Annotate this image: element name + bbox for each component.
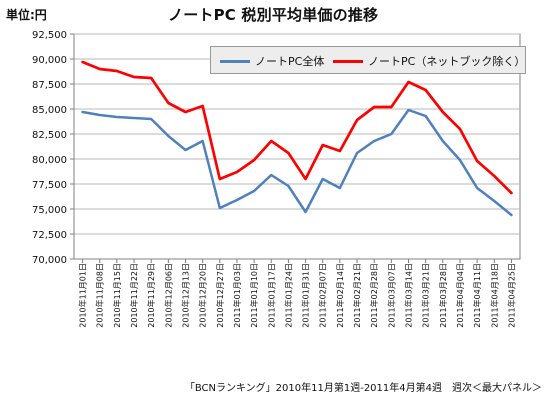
y-axis-tick-label-2: 75,000: [32, 205, 67, 216]
x-axis-tick-label-2: 2010年11月15日: [112, 263, 122, 328]
source-note: 「BCNランキング」2010年11月第1週-2011年4月第4週 週次＜最大パネ…: [184, 383, 542, 394]
x-axis-tick-label-9: 2011年01月03日: [232, 263, 242, 328]
x-axis-tick-label-18: 2011年03月07日: [386, 263, 396, 328]
x-axis-tick-label-11: 2011年01月17日: [266, 263, 276, 328]
y-axis-tick-label-5: 82,500: [32, 130, 67, 141]
legend-item-overall: ノートPC全体: [220, 54, 324, 68]
legend-label-overall: ノートPC全体: [255, 55, 325, 68]
y-axis-unit-label: 単位:円: [6, 8, 47, 22]
x-axis-tick-label-7: 2010年12月20日: [198, 263, 208, 328]
legend: ノートPC全体 ノートPC（ネットブック除く）: [210, 46, 526, 74]
x-axis-tick-label-15: 2011年02月14日: [335, 263, 345, 328]
x-axis-tick-label-24: 2011年04月18日: [489, 263, 499, 328]
x-axis-tick-label-19: 2011年03月14日: [404, 263, 414, 328]
legend-swatch-overall: [220, 59, 250, 63]
y-axis-tick-label-6: 85,000: [32, 105, 67, 116]
x-axis-tick-label-4: 2010年11月29日: [146, 263, 156, 328]
x-axis-tick-label-1: 2010年11月08日: [95, 263, 105, 328]
x-axis-tick-label-12: 2011年01月24日: [283, 263, 293, 328]
legend-item-excluding-netbooks: ノートPC（ネットブック除く）: [333, 54, 525, 68]
x-axis-tick-label-8: 2010年12月27日: [215, 263, 225, 328]
x-axis-tick-label-6: 2010年12月13日: [181, 263, 191, 328]
x-axis-tick-label-14: 2011年02月07日: [318, 263, 328, 328]
y-axis-tick-label-4: 80,000: [32, 155, 67, 166]
x-axis-tick-label-16: 2011年02月21日: [352, 263, 362, 328]
series-line-1: [81, 60, 513, 195]
x-axis-tick-label-23: 2011年04月11日: [472, 263, 482, 328]
chart-title: ノートPC 税別平均単価の推移: [168, 6, 379, 24]
x-axis-tick-label-5: 2010年12月06日: [163, 263, 173, 328]
x-axis-tick-label-20: 2011年03月21日: [421, 263, 431, 328]
y-axis-tick-label-1: 72,500: [32, 230, 67, 241]
series-line-0: [81, 108, 513, 217]
y-axis-tick-label-3: 77,500: [32, 180, 67, 191]
x-axis-tick-label-10: 2011年01月10日: [249, 263, 259, 328]
legend-swatch-excluding-netbooks: [333, 59, 363, 63]
legend-label-excluding-netbooks: ノートPC（ネットブック除く）: [368, 55, 526, 68]
x-axis-tick-label-3: 2010年11月22日: [129, 263, 139, 328]
y-axis-tick-label-9: 92,500: [32, 30, 67, 41]
x-axis-tick-label-0: 2010年11月01日: [78, 263, 88, 328]
y-axis-tick-label-8: 90,000: [32, 55, 67, 66]
x-axis-tick-label-21: 2011年03月28日: [438, 263, 448, 328]
x-axis-tick-label-17: 2011年02月28日: [369, 263, 379, 328]
x-axis-tick-label-13: 2011年01月31日: [301, 263, 311, 328]
y-axis-tick-label-0: 70,000: [32, 255, 67, 266]
y-axis-tick-label-7: 87,500: [32, 80, 67, 91]
x-axis-tick-label-25: 2011年04月25日: [506, 263, 516, 328]
x-axis-tick-label-22: 2011年04月04日: [455, 263, 465, 328]
